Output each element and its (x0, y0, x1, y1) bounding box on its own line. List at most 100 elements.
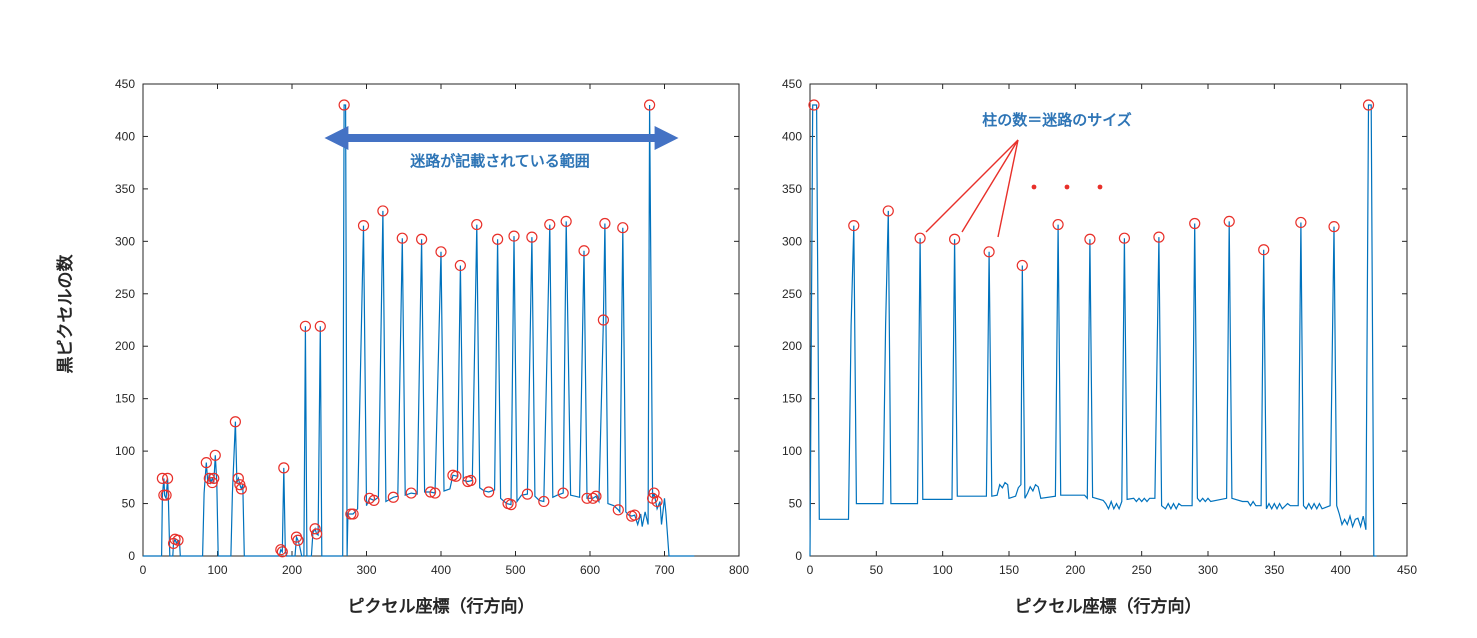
right-y-tick-label: 250 (782, 287, 802, 301)
right-series-line (809, 104, 1377, 557)
left-y-tick-label: 150 (115, 392, 135, 406)
right-ticks: 0 50 100 150 200 250 300 350 400 450 0 50 100 150 200 2… (782, 77, 1417, 577)
left-peak-marker (396, 232, 408, 244)
right-peak-marker (1189, 217, 1201, 230)
left-peak-marker (377, 205, 389, 217)
left-x-tick-label: 700 (654, 563, 674, 577)
left-peak-marker (429, 487, 441, 499)
left-peak-marker (526, 231, 538, 243)
left-y-tick-label: 450 (115, 77, 135, 91)
left-peak-marker (275, 544, 287, 556)
right-peak-marker (882, 205, 894, 217)
left-y-tick-label: 400 (115, 129, 135, 143)
right-peak-markers (808, 99, 1375, 272)
left-peak-marker (235, 483, 247, 495)
right-peak-marker (1153, 231, 1165, 243)
left-peak-marker (172, 534, 184, 546)
left-y-tick-label: 200 (115, 339, 135, 353)
left-peak-marker (347, 508, 359, 520)
right-peak-marker (1016, 259, 1028, 272)
pointer-line-3 (997, 139, 1019, 238)
left-peak-marker (643, 99, 656, 111)
right-x-tick-label: 50 (870, 563, 884, 577)
left-peak-marker (310, 528, 323, 540)
right-peak-marker (1118, 232, 1131, 244)
left-peak-marker (160, 489, 172, 501)
left-ticks: 0 100 200 300 400 500 600 700 800 0 50 100 150 200 250… (115, 77, 749, 577)
right-y-tick-label: 200 (782, 339, 802, 353)
right-y-tick-label: 450 (782, 77, 802, 91)
left-peak-marker (450, 470, 462, 482)
y-axis-label: 黒ピクセルの数 (55, 254, 76, 374)
left-peak-marker (405, 487, 417, 499)
left-x-tick-label: 800 (729, 563, 749, 577)
ellipsis-dot (1064, 184, 1070, 190)
left-peak-marker (557, 487, 569, 499)
right-x-tick-label: 200 (1065, 563, 1085, 577)
left-peak-marker (492, 233, 504, 245)
left-peak-marker (232, 472, 244, 484)
left-peak-marker (161, 472, 174, 484)
pillar-count-label: 柱の数＝迷路のサイズ (982, 111, 1132, 129)
left-peak-marker (209, 449, 221, 461)
left-peak-marker (651, 495, 663, 508)
maze-range-label: 迷路が記載されている範囲 (409, 152, 590, 170)
left-y-tick-label: 250 (115, 287, 135, 301)
left-peak-marker (538, 495, 550, 508)
right-peak-marker (808, 99, 820, 111)
left-peak-marker (617, 222, 629, 234)
right-y-tick-label: 400 (782, 129, 802, 143)
left-x-tick-label: 400 (431, 563, 451, 577)
ellipsis-dot (1097, 184, 1103, 190)
pointer-line-2 (961, 139, 1019, 233)
left-peak-marker (314, 320, 326, 332)
left-peak-marker (590, 490, 602, 502)
right-plot-area (809, 83, 1408, 557)
left-y-tick-label: 100 (115, 444, 135, 458)
left-peak-marker (597, 314, 610, 326)
left-peak-marker (357, 220, 370, 232)
right-chart: 0 50 100 150 200 250 300 350 400 450 0 50 100 150 200 2… (782, 77, 1417, 617)
left-y-tick-label: 300 (115, 234, 135, 248)
left-x-tick-label: 200 (282, 563, 302, 577)
left-peak-marker (508, 230, 520, 242)
left-y-tick-label: 350 (115, 182, 135, 196)
left-x-tick-label: 0 (140, 563, 147, 577)
left-peak-marker (560, 215, 572, 228)
left-y-tick-label: 50 (122, 497, 136, 511)
left-peak-marker (208, 472, 220, 484)
right-x-tick-label: 250 (1132, 563, 1152, 577)
left-x-tick-label: 600 (580, 563, 600, 577)
right-y-tick-label: 50 (789, 497, 803, 511)
right-peak-marker (1084, 233, 1096, 245)
right-y-tick-label: 0 (795, 549, 802, 563)
left-peak-marker (599, 217, 611, 230)
right-y-tick-label: 100 (782, 444, 802, 458)
left-peak-marker (629, 509, 641, 521)
right-x-tick-label: 350 (1264, 563, 1284, 577)
left-peak-marker (416, 233, 428, 245)
right-x-tick-label: 100 (933, 563, 953, 577)
left-peak-marker (338, 99, 350, 111)
left-plot-area (142, 83, 740, 557)
right-x-tick-label: 400 (1331, 563, 1351, 577)
right-y-tick-label: 350 (782, 182, 802, 196)
left-peak-marker (424, 486, 437, 498)
right-y-tick-label: 300 (782, 234, 802, 248)
left-peak-marker (156, 472, 168, 484)
right-peak-marker (1258, 244, 1270, 256)
left-peak-markers (156, 99, 663, 558)
left-peak-marker (471, 218, 483, 231)
right-peak-marker (983, 246, 995, 258)
right-peak-marker (914, 232, 926, 244)
left-peak-marker (276, 546, 288, 558)
left-peak-marker (544, 218, 556, 231)
left-x-tick-label: 100 (207, 563, 227, 577)
left-peak-marker (465, 474, 477, 487)
left-peak-marker (454, 259, 466, 272)
left-peak-marker (368, 494, 380, 507)
left-x-tick-label: 300 (356, 563, 376, 577)
left-peak-marker (483, 486, 495, 498)
left-chart: 0 100 200 300 400 500 600 700 800 0 50 100 150 200 250… (115, 77, 749, 617)
